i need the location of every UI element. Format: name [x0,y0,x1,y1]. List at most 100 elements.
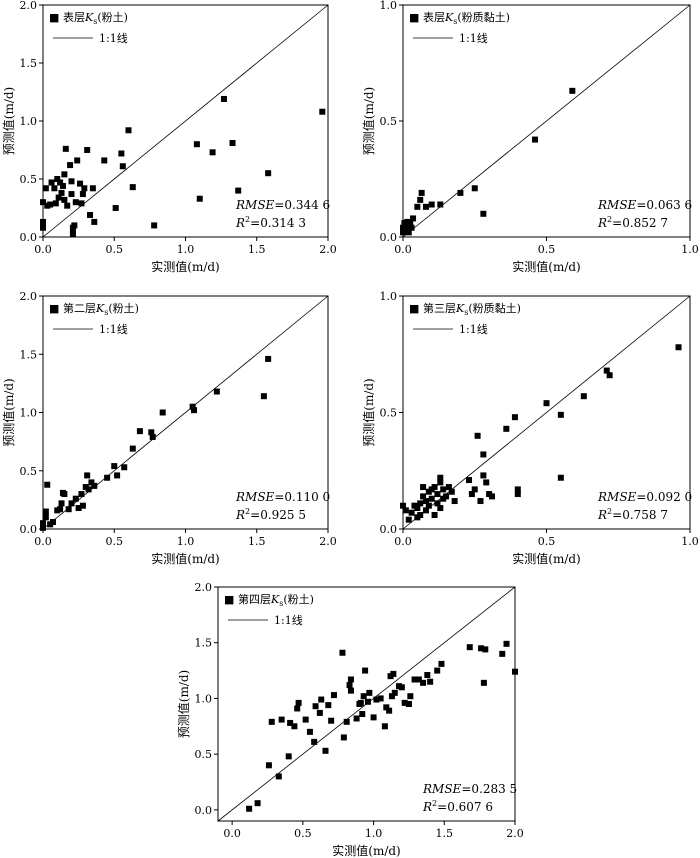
data-point [254,800,261,807]
data-point [401,699,408,706]
r2-stat: R2=0.314 3 [235,215,306,230]
data-point [87,211,94,218]
y-tick-label: 2.0 [20,290,38,303]
x-tick-label: 0.0 [394,243,412,256]
x-tick-label: 0.0 [394,535,412,548]
data-point [84,147,91,153]
data-point [437,201,444,208]
data-point [606,372,613,379]
legend-marker: ■ [224,593,234,606]
data-point [451,498,458,505]
x-tick-label: 0.5 [538,535,556,548]
data-point [417,500,424,507]
data-point [328,717,335,724]
data-point [119,163,126,170]
legend-series-label: 第四层Ks(粉土) [238,592,314,608]
data-point [291,723,298,730]
plot-frame [217,586,516,822]
data-point [84,472,91,479]
data-point [294,705,301,712]
data-point [477,498,484,505]
data-point [312,703,319,710]
data-point [265,355,272,362]
data-point [79,502,86,509]
data-point [532,136,539,143]
data-point [480,210,487,217]
x-tick-label: 2.0 [319,243,337,256]
data-point [405,516,412,523]
chart-panel-4: 0.0 0.5 1.0 0.0 0.5 1.0 实测值(m/d) 预测值(m/d) ■ 第三层Ks… [361,290,699,566]
data-point [408,509,415,516]
data-point [89,185,96,192]
x-axis-label: 实测值(m/d) [151,551,219,566]
data-point [104,474,111,481]
data-point [468,491,475,498]
data-point [603,367,610,374]
data-point [287,719,294,726]
r2-stat: R2=0.607 6 [422,799,493,814]
x-tick-label: 1.0 [681,243,699,256]
data-point [488,493,495,500]
data-point [129,184,136,191]
data-point [339,649,346,656]
data-point [57,506,64,513]
data-point [114,472,121,479]
data-point [85,486,92,493]
data-point [111,463,118,470]
data-point [445,484,452,491]
x-tick-label: 0.5 [538,243,556,256]
x-axis-label: 实测值(m/d) [512,551,580,566]
data-point [316,709,323,716]
data-point [471,185,478,192]
data-point [414,203,421,210]
data-point [71,222,78,229]
data-point [359,711,366,718]
y-tick-label: 0.0 [195,804,213,817]
legend-series-label: 表层Ks(粉质黏土) [423,10,510,26]
data-point [61,491,68,498]
data-point [62,145,69,152]
data-point [193,141,200,148]
x-tick-label: 1.0 [681,535,699,548]
y-tick-label: 0.5 [380,115,398,128]
data-point [675,344,682,351]
data-point [48,179,55,186]
data-point [418,189,425,196]
data-point [407,220,414,227]
data-point [569,87,576,94]
data-point [357,699,364,706]
data-point [482,646,489,653]
one-to-one-line [402,4,691,238]
data-point [437,474,444,481]
data-point [425,502,432,509]
data-point [377,695,384,702]
data-point [373,696,380,703]
data-point [42,508,49,515]
data-point [366,689,373,696]
y-tick-label: 0.5 [20,465,38,478]
data-point [437,479,444,486]
data-point [343,718,350,725]
data-point [427,678,434,685]
data-point [42,185,49,192]
data-point [422,203,429,210]
data-point [91,218,98,225]
data-point [55,194,62,201]
y-tick-label: 1.0 [20,407,38,420]
data-point [265,170,272,177]
data-point [347,687,354,694]
data-point [400,502,406,509]
data-point [480,472,487,479]
data-point [278,716,285,723]
data-point [121,464,128,471]
data-point [209,149,216,156]
data-point [362,667,369,674]
data-point [503,425,510,432]
data-point [457,189,464,196]
data-point [422,507,429,514]
legend-line-label: 1:1线 [274,613,303,627]
data-point [306,728,313,735]
data-point [77,180,84,187]
data-point [69,230,76,237]
